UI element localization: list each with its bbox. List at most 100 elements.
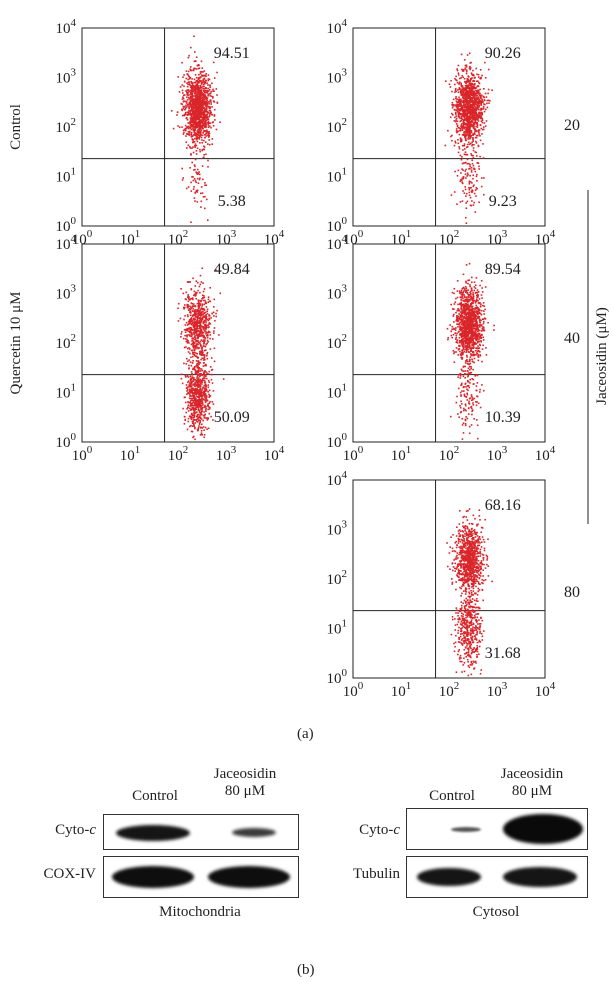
event-dot bbox=[468, 121, 470, 123]
event-dot bbox=[194, 81, 197, 84]
event-dot bbox=[191, 124, 194, 126]
event-dot bbox=[462, 98, 465, 100]
event-dot bbox=[191, 422, 194, 424]
event-dot bbox=[205, 397, 207, 399]
event-dot bbox=[193, 319, 195, 321]
event-dot bbox=[472, 87, 474, 89]
event-dot bbox=[212, 88, 214, 91]
event-dot bbox=[466, 162, 469, 165]
event-dot bbox=[465, 264, 468, 266]
event-dot bbox=[474, 311, 477, 313]
event-dot bbox=[193, 35, 195, 38]
event-dot bbox=[200, 95, 202, 97]
event-dot bbox=[212, 338, 214, 340]
event-dot bbox=[205, 343, 207, 346]
event-dot bbox=[474, 308, 476, 311]
event-dot bbox=[201, 105, 204, 107]
event-dot bbox=[472, 156, 475, 159]
event-dot bbox=[205, 417, 207, 419]
event-dot bbox=[205, 326, 208, 328]
event-dot bbox=[472, 134, 474, 136]
event-dot bbox=[203, 70, 206, 72]
event-dot bbox=[196, 311, 198, 313]
event-dot bbox=[473, 328, 476, 330]
event-dot bbox=[470, 87, 473, 90]
event-dot bbox=[459, 327, 461, 330]
event-dot bbox=[190, 318, 193, 320]
event-dot bbox=[470, 83, 473, 86]
event-dot bbox=[186, 147, 188, 149]
event-dot bbox=[190, 221, 192, 223]
event-dot bbox=[467, 130, 469, 132]
event-dot bbox=[480, 103, 482, 106]
event-dot bbox=[468, 124, 471, 127]
event-dot bbox=[468, 305, 471, 308]
event-dot bbox=[198, 64, 200, 67]
event-dot bbox=[200, 192, 202, 195]
event-dot bbox=[205, 306, 208, 308]
event-dot bbox=[199, 387, 202, 390]
event-dot bbox=[467, 279, 469, 282]
event-dot bbox=[459, 377, 462, 379]
event-dot bbox=[197, 312, 200, 315]
event-dot bbox=[461, 156, 463, 158]
event-dot bbox=[201, 122, 204, 124]
event-dot bbox=[471, 101, 474, 103]
event-dot bbox=[189, 375, 192, 377]
event-dot bbox=[456, 101, 458, 103]
event-dot bbox=[189, 114, 192, 116]
event-dot bbox=[483, 88, 485, 90]
event-dot bbox=[189, 385, 191, 387]
event-dot bbox=[200, 112, 202, 114]
event-dot bbox=[185, 100, 188, 103]
event-dot bbox=[215, 312, 217, 315]
event-dot bbox=[461, 340, 464, 342]
event-dot bbox=[482, 128, 484, 131]
event-dot bbox=[479, 88, 481, 91]
event-dot bbox=[195, 402, 198, 404]
event-dot bbox=[207, 143, 209, 145]
event-dot bbox=[485, 120, 488, 122]
event-dot bbox=[192, 401, 195, 403]
event-dot bbox=[201, 348, 203, 350]
event-dot bbox=[198, 313, 201, 316]
event-dot bbox=[195, 297, 197, 300]
event-dot bbox=[458, 345, 461, 347]
event-dot bbox=[187, 300, 190, 303]
event-dot bbox=[456, 290, 459, 292]
event-dot bbox=[474, 211, 477, 213]
event-dot bbox=[187, 376, 190, 378]
event-dot bbox=[201, 331, 203, 333]
event-dot bbox=[202, 100, 205, 103]
event-dot bbox=[200, 89, 203, 91]
event-dot bbox=[190, 298, 192, 300]
event-dot bbox=[194, 385, 196, 387]
event-dot bbox=[478, 337, 481, 339]
event-dot bbox=[194, 108, 196, 110]
event-dot bbox=[453, 292, 455, 295]
event-dot bbox=[193, 113, 196, 115]
event-dot bbox=[212, 419, 214, 421]
event-dot bbox=[468, 194, 471, 197]
event-dot bbox=[209, 366, 212, 368]
event-dot bbox=[195, 291, 197, 294]
event-dot bbox=[464, 315, 466, 318]
event-dot bbox=[451, 139, 453, 142]
event-dot bbox=[469, 294, 472, 296]
event-dot bbox=[457, 303, 459, 306]
event-dot bbox=[188, 75, 190, 78]
event-dot bbox=[467, 136, 470, 139]
event-dot bbox=[197, 403, 199, 405]
event-dot bbox=[466, 143, 469, 146]
event-dot bbox=[187, 281, 190, 283]
event-dot bbox=[193, 423, 195, 426]
event-dot bbox=[476, 162, 479, 164]
event-dot bbox=[196, 377, 198, 380]
event-dot bbox=[465, 304, 468, 306]
event-dot bbox=[192, 395, 194, 397]
event-dot bbox=[461, 109, 463, 112]
event-dot bbox=[199, 274, 202, 277]
event-dot bbox=[191, 112, 193, 115]
event-dot bbox=[472, 314, 474, 317]
event-dot bbox=[215, 88, 218, 90]
